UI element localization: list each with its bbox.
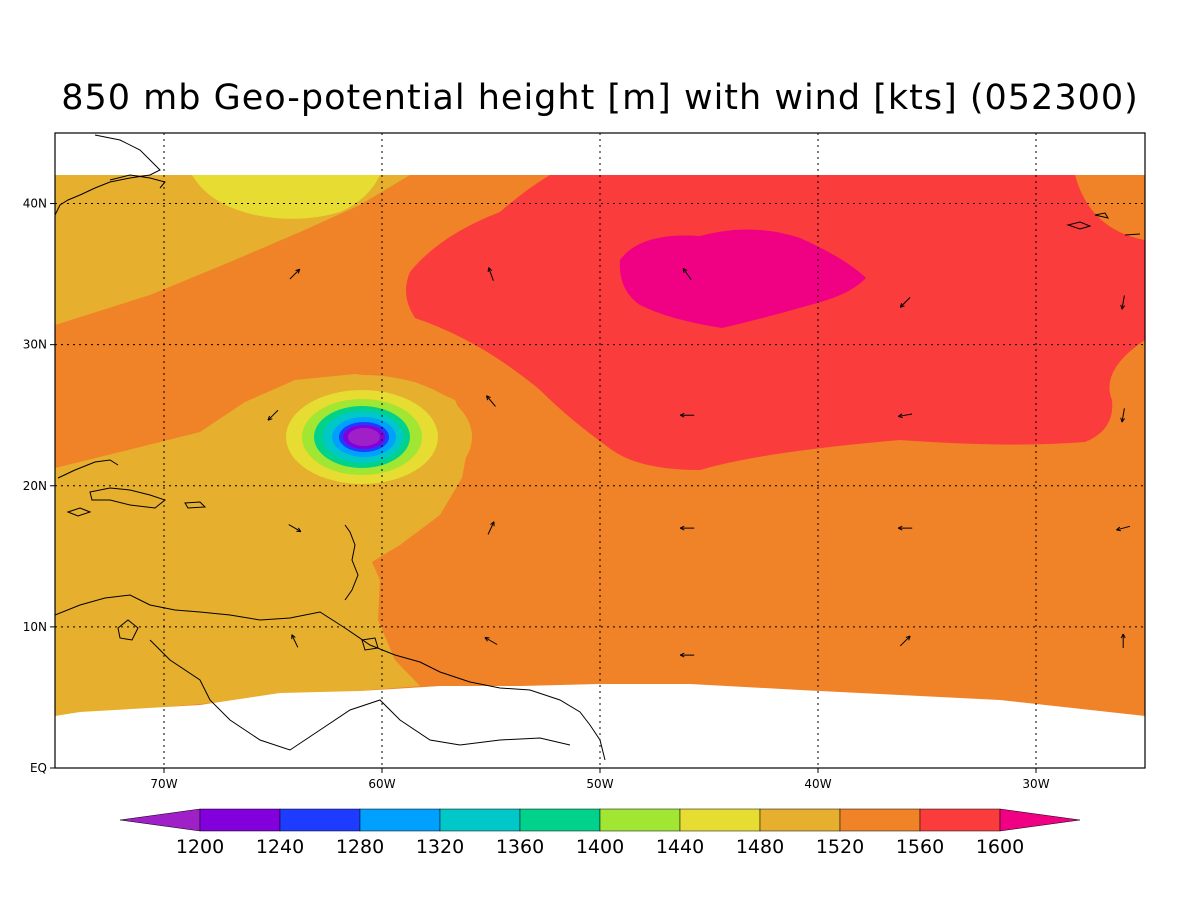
- wind-arrow: [1116, 525, 1131, 532]
- colorbar-label: 1520: [816, 836, 864, 858]
- band-below-1200: [348, 428, 380, 446]
- wind-vectors: [267, 267, 1131, 658]
- colorbar-swatch: [519, 808, 601, 832]
- wind-arrow: [288, 524, 302, 533]
- colorbar-label: 1480: [736, 836, 784, 858]
- colorbar-arrow-low: [119, 808, 201, 832]
- wind-arrow: [486, 395, 496, 407]
- tick-label-lat: EQ: [30, 761, 47, 775]
- colorbar-label: 1240: [256, 836, 304, 858]
- wind-arrow: [679, 412, 695, 418]
- wind-arrow: [899, 635, 911, 647]
- band-1560-1600-east: [406, 175, 1145, 470]
- tick-label-lon: 50W: [586, 777, 613, 791]
- tick-label-lon: 30W: [1022, 777, 1049, 791]
- colorbar: 1200 1240 1280 1320 1360 1400 1440 1480 1520 1560…: [119, 808, 1081, 858]
- missing-data-region: [55, 684, 1145, 768]
- colorbar-swatch: [599, 808, 681, 832]
- coastline-nova-scotia: [109, 174, 166, 189]
- coastline-puerto-rico: [184, 501, 207, 509]
- coastline-north-america: [55, 134, 161, 216]
- wind-arrow: [679, 525, 695, 531]
- colorbar-swatch: [679, 808, 761, 832]
- wind-arrow: [897, 525, 913, 531]
- tick-label-lon: 70W: [150, 777, 177, 791]
- colorbar-label: 1200: [176, 836, 224, 858]
- colorbar-swatch: [439, 808, 521, 832]
- tick-label-lat: 10N: [23, 620, 47, 634]
- band-above-1600: [619, 229, 866, 328]
- wind-arrow: [1120, 408, 1126, 423]
- colorbar-swatch: [759, 808, 841, 832]
- wind-arrow: [898, 413, 913, 419]
- colorbar-label: 1360: [496, 836, 544, 858]
- colorbar-label: 1560: [896, 836, 944, 858]
- coastline-south-america: [55, 594, 606, 761]
- wind-arrow: [899, 297, 911, 308]
- tick-label-lon: 60W: [368, 777, 395, 791]
- band-1440-1480-north: [192, 175, 380, 219]
- colorbar-swatch: [359, 808, 441, 832]
- wind-arrow: [291, 634, 299, 648]
- tick-label-lat: 40N: [23, 197, 47, 211]
- tick-label-lat: 20N: [23, 479, 47, 493]
- coastline-cuba: [57, 459, 119, 479]
- wind-arrow: [679, 652, 695, 658]
- wind-arrow: [484, 637, 498, 645]
- colorbar-label: 1400: [576, 836, 624, 858]
- colorbar-label: 1280: [336, 836, 384, 858]
- colorbar-label: 1320: [416, 836, 464, 858]
- wind-arrow: [487, 521, 495, 535]
- colorbar-label: 1600: [976, 836, 1024, 858]
- gridlines: [55, 133, 1145, 768]
- colorbar-arrow-high: [999, 808, 1081, 832]
- wind-arrow: [267, 409, 279, 421]
- coastline-jamaica: [66, 507, 92, 517]
- colorbar-swatch: [279, 808, 361, 832]
- wind-arrow: [487, 267, 494, 281]
- coastline-trinidad: [361, 637, 379, 651]
- coastline-lake-maracaibo: [117, 619, 139, 641]
- colorbar-swatch: [199, 808, 281, 832]
- tick-label-lon: 40W: [804, 777, 831, 791]
- wind-arrow: [1120, 633, 1126, 648]
- coastline-inland-borders: [149, 639, 571, 751]
- wind-arrow: [682, 267, 692, 281]
- page-title: 850 mb Geo-potential height [m] with win…: [61, 78, 1139, 118]
- colorbar-swatch: [919, 808, 1001, 832]
- colorbar-label: 1440: [656, 836, 704, 858]
- coastline-hispaniola: [89, 487, 167, 509]
- height-field: [55, 175, 1145, 768]
- coastline-lesser-antilles: [344, 524, 359, 601]
- wind-arrow: [289, 268, 301, 280]
- colorbar-swatch: [839, 808, 921, 832]
- coastline-islands-east: [1066, 212, 1141, 236]
- axis-ticks: 40N 30N 20N 10N EQ 70W 60W 50W 40W 30W: [23, 197, 1050, 791]
- wind-arrow: [1120, 295, 1126, 310]
- coastlines: [55, 134, 1141, 761]
- tick-label-lat: 30N: [23, 338, 47, 352]
